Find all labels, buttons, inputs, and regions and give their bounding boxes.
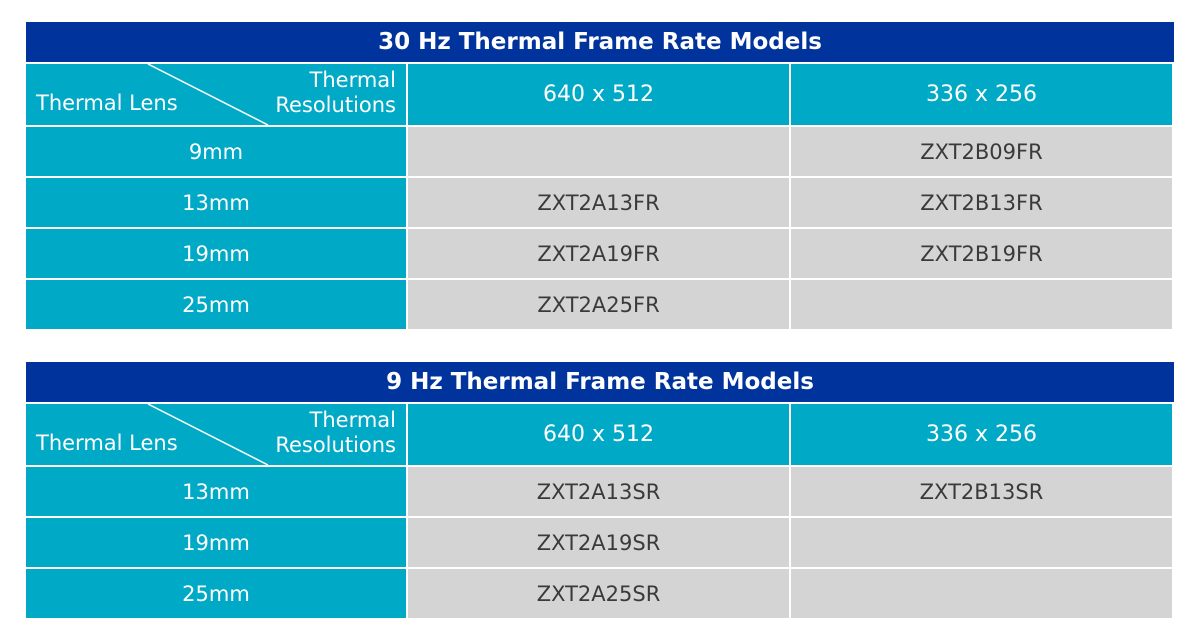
header-row: Thermal Lens Thermal Resolutions 640 x 5… <box>26 64 1174 125</box>
table-title: 9 Hz Thermal Frame Rate Models <box>26 362 1174 402</box>
lens-cell: 19mm <box>26 518 406 567</box>
model-cell <box>791 569 1172 618</box>
model-cell <box>791 280 1172 329</box>
model-cell: ZXT2A19SR <box>408 518 789 567</box>
column-header-336x256: 336 x 256 <box>791 64 1172 125</box>
corner-header-cell: Thermal Lens Thermal Resolutions <box>26 404 406 465</box>
table-row: 25mm ZXT2A25SR <box>26 569 1174 618</box>
table-row: 19mm ZXT2A19FR ZXT2B19FR <box>26 229 1174 278</box>
column-header-640x512: 640 x 512 <box>408 404 789 465</box>
table-row: 13mm ZXT2A13SR ZXT2B13SR <box>26 467 1174 516</box>
column-header-336x256: 336 x 256 <box>791 404 1172 465</box>
table-30hz: 30 Hz Thermal Frame Rate Models Thermal … <box>26 22 1174 329</box>
lens-cell: 19mm <box>26 229 406 278</box>
row-header-label: Thermal Lens <box>36 91 178 115</box>
model-cell: ZXT2B13SR <box>791 467 1172 516</box>
table-9hz: 9 Hz Thermal Frame Rate Models Thermal L… <box>26 362 1174 618</box>
diagonal-divider <box>147 64 269 125</box>
lens-cell: 13mm <box>26 467 406 516</box>
header-row: Thermal Lens Thermal Resolutions 640 x 5… <box>26 404 1174 465</box>
lens-cell: 13mm <box>26 178 406 227</box>
model-cell: ZXT2A19FR <box>408 229 789 278</box>
model-cell: ZXT2A13SR <box>408 467 789 516</box>
column-header-label: Thermal Resolutions <box>275 68 396 117</box>
lens-cell: 25mm <box>26 569 406 618</box>
model-cell: ZXT2B09FR <box>791 127 1172 176</box>
corner-header-cell: Thermal Lens Thermal Resolutions <box>26 64 406 125</box>
model-cell: ZXT2B13FR <box>791 178 1172 227</box>
lens-cell: 25mm <box>26 280 406 329</box>
row-header-label: Thermal Lens <box>36 431 178 455</box>
model-cell <box>791 518 1172 567</box>
table-row: 13mm ZXT2A13FR ZXT2B13FR <box>26 178 1174 227</box>
lens-cell: 9mm <box>26 127 406 176</box>
diagonal-divider <box>147 404 269 465</box>
model-cell <box>408 127 789 176</box>
column-header-label: Thermal Resolutions <box>275 408 396 457</box>
table-row: 25mm ZXT2A25FR <box>26 280 1174 329</box>
model-cell: ZXT2A25FR <box>408 280 789 329</box>
column-header-640x512: 640 x 512 <box>408 64 789 125</box>
table-row: 19mm ZXT2A19SR <box>26 518 1174 567</box>
table-title: 30 Hz Thermal Frame Rate Models <box>26 22 1174 62</box>
table-row: 9mm ZXT2B09FR <box>26 127 1174 176</box>
model-cell: ZXT2B19FR <box>791 229 1172 278</box>
model-cell: ZXT2A13FR <box>408 178 789 227</box>
model-cell: ZXT2A25SR <box>408 569 789 618</box>
